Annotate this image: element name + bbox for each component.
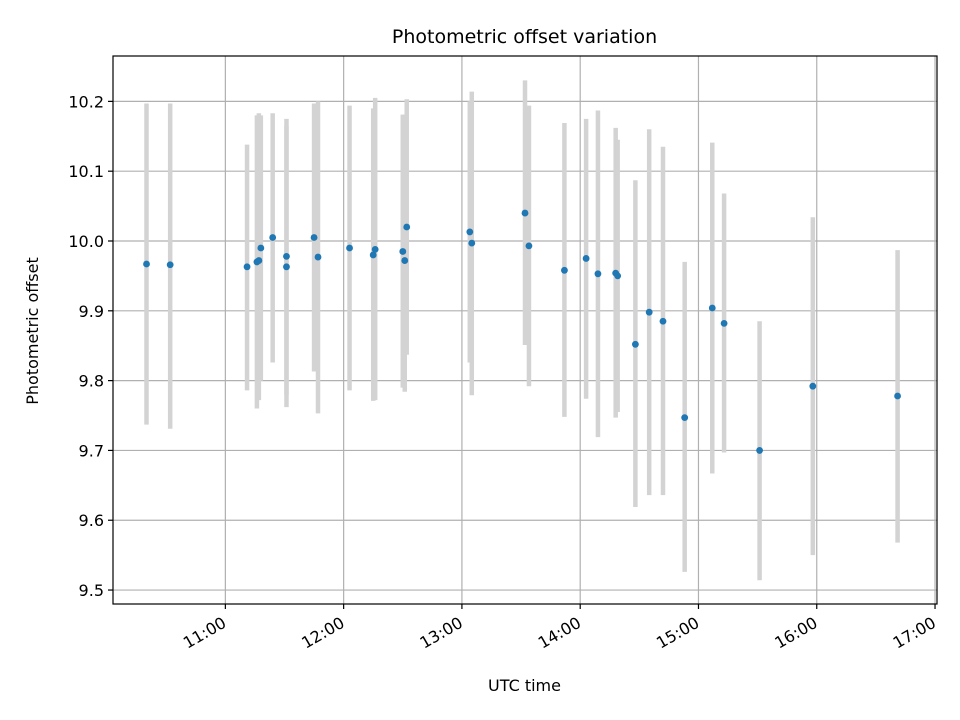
y-tick-label: 9.6 — [79, 511, 104, 530]
data-point — [369, 251, 377, 259]
data-points — [143, 209, 901, 454]
data-point — [708, 304, 716, 312]
data-point — [894, 392, 901, 400]
data-point — [614, 272, 622, 280]
data-point — [269, 234, 277, 241]
data-point — [582, 255, 590, 262]
y-tick-label: 10.0 — [68, 232, 104, 251]
x-axis-label: UTC time — [488, 676, 561, 695]
data-point — [143, 260, 150, 268]
y-tick-label: 10.2 — [68, 92, 104, 111]
data-point — [521, 209, 529, 217]
data-point — [371, 245, 379, 253]
y-axis-label: Photometric offset — [23, 257, 42, 405]
data-point — [314, 253, 322, 261]
data-point — [403, 223, 411, 231]
y-tick-label: 9.8 — [79, 372, 104, 391]
data-point — [283, 252, 290, 260]
data-point — [399, 248, 407, 255]
data-point — [310, 234, 318, 241]
data-point — [346, 244, 353, 252]
data-point — [594, 270, 602, 278]
data-point — [756, 447, 763, 454]
data-point — [166, 261, 174, 269]
y-tick-label: 9.9 — [79, 302, 104, 321]
data-point — [645, 308, 653, 316]
data-point — [257, 244, 265, 252]
data-point — [720, 319, 728, 327]
plot-area-frame — [112, 55, 938, 605]
data-point — [681, 414, 689, 422]
data-point — [525, 242, 533, 250]
data-point — [631, 340, 639, 348]
y-tick-label: 9.5 — [79, 581, 104, 600]
data-point — [659, 317, 667, 325]
data-point — [401, 257, 409, 264]
data-point — [243, 263, 251, 271]
data-point — [468, 239, 476, 247]
data-point — [255, 257, 263, 264]
y-tick-label: 10.1 — [68, 162, 104, 181]
data-point — [809, 382, 817, 390]
y-tick-label: 9.7 — [79, 441, 104, 460]
data-point — [283, 263, 290, 271]
data-point — [561, 266, 568, 274]
chart-title: Photometric offset variation — [392, 26, 657, 48]
data-point — [466, 228, 474, 236]
